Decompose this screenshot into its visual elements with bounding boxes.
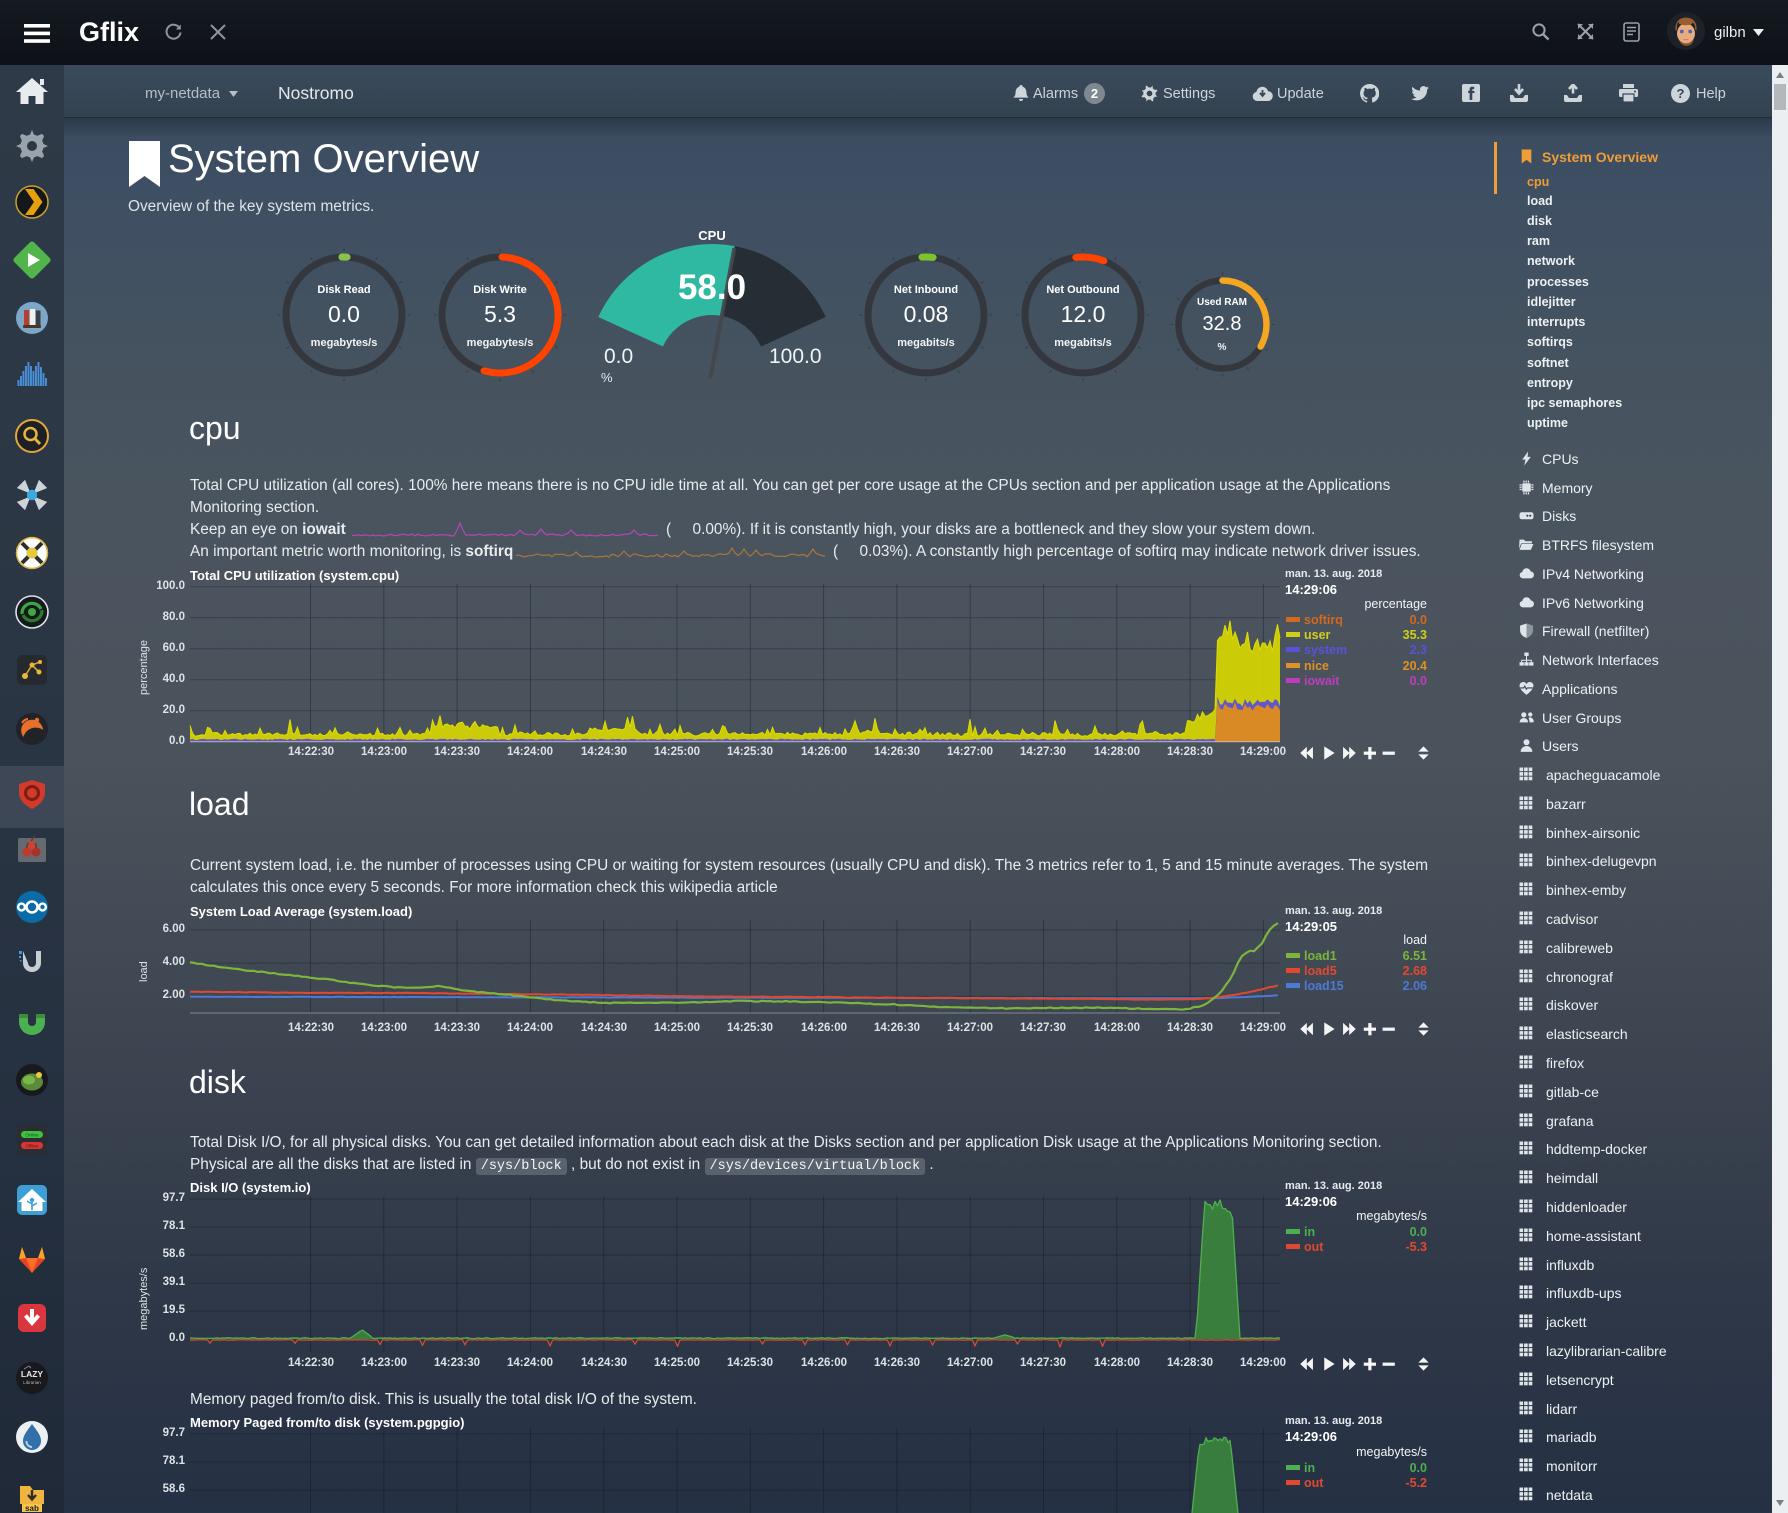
svg-text:Offline: Offline xyxy=(26,1144,39,1149)
svg-text:sab: sab xyxy=(25,1504,39,1513)
svg-text:?: ? xyxy=(1677,86,1685,101)
svg-text:LAZY: LAZY xyxy=(21,1369,44,1379)
svg-text:Librarian: Librarian xyxy=(23,1380,41,1385)
svg-text:Online: Online xyxy=(25,1133,39,1138)
